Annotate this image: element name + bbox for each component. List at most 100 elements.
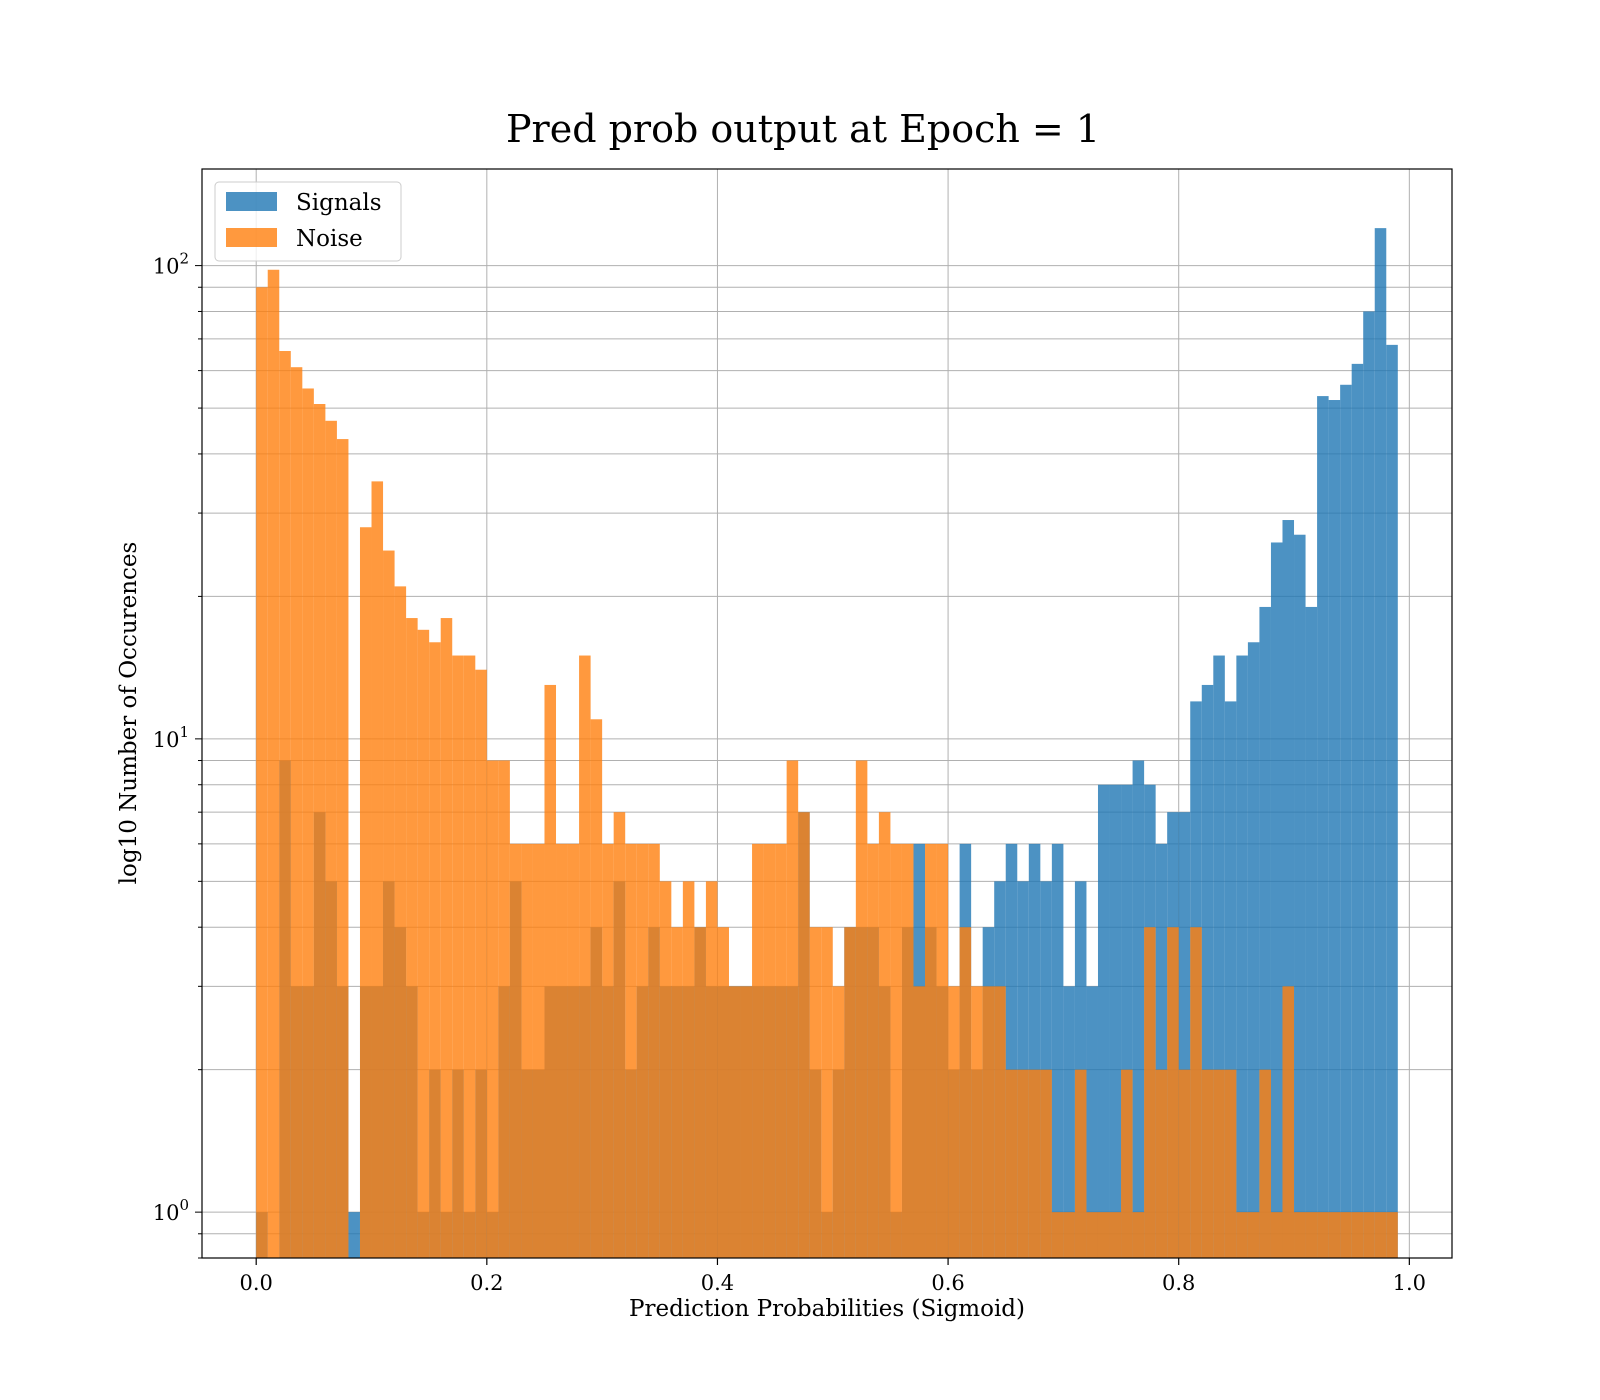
noise-bar	[1213, 1069, 1225, 1258]
noise-bar	[994, 986, 1006, 1258]
noise-bar	[383, 550, 395, 1258]
y-tick-label: 100	[153, 1196, 189, 1225]
noise-bar	[1017, 1069, 1029, 1258]
noise-bar	[1005, 1069, 1018, 1258]
x-tick-label: 1.0	[1393, 1271, 1426, 1295]
signals-bar	[1236, 655, 1248, 1258]
noise-bar	[440, 618, 453, 1258]
noise-bar	[1386, 1212, 1398, 1258]
noise-bar	[1167, 927, 1179, 1258]
noise-bar	[1132, 1212, 1145, 1258]
signals-bar	[1340, 384, 1352, 1259]
noise-bar	[1040, 1069, 1052, 1258]
noise-bar	[429, 642, 441, 1258]
noise-bar	[579, 655, 591, 1258]
noise-bar	[1121, 1069, 1133, 1258]
noise-bar	[486, 760, 499, 1258]
noise-bar	[971, 986, 983, 1258]
x-tick-label: 0.2	[470, 1271, 503, 1295]
noise-bar	[809, 927, 822, 1258]
noise-bar	[279, 351, 291, 1258]
x-axis-label: Prediction Probabilities (Sigmoid)	[629, 1296, 1025, 1322]
noise-bar	[682, 881, 695, 1258]
noise-bar	[844, 927, 856, 1258]
noise-bar	[1074, 1069, 1087, 1258]
signals-bar	[1051, 843, 1064, 1258]
legend-label-signals: Signals	[296, 190, 382, 216]
x-tick-label: 0.8	[1162, 1271, 1195, 1295]
x-tick-label: 0.4	[701, 1271, 734, 1295]
noise-bar	[1270, 1212, 1283, 1258]
signals-bar	[1028, 843, 1041, 1258]
legend: Signals Noise	[214, 181, 402, 262]
noise-bar	[267, 269, 280, 1259]
noise-bar	[509, 843, 522, 1258]
signals-bar	[1005, 843, 1018, 1258]
noise-bar	[1051, 1212, 1064, 1258]
noise-bar	[671, 927, 683, 1258]
noise-bar	[1155, 1069, 1168, 1258]
signals-bar	[348, 1212, 360, 1258]
noise-bar	[1259, 1069, 1271, 1258]
noise-bar	[1351, 1212, 1364, 1258]
noise-bar	[694, 927, 706, 1258]
signals-bar	[1374, 228, 1387, 1259]
noise-bar	[613, 812, 626, 1258]
noise-bar	[1374, 1212, 1387, 1258]
signals-bar	[1259, 606, 1271, 1258]
signals-bar	[1121, 784, 1133, 1258]
y-axis-label: log10 Number of Occurences	[116, 542, 142, 885]
noise-bar	[798, 812, 810, 1258]
signals-bar	[1063, 986, 1075, 1258]
noise-bar	[1224, 1069, 1237, 1258]
noise-bar	[452, 655, 464, 1258]
signals-bar	[1109, 784, 1122, 1258]
noise-bar	[648, 843, 660, 1258]
signals-bar	[1097, 784, 1110, 1258]
signals-bar	[1270, 542, 1283, 1258]
noise-bar	[567, 843, 580, 1258]
signals-bar	[1247, 642, 1260, 1258]
x-tick-label: 0.6	[931, 1271, 964, 1295]
x-tick-label: 0.0	[239, 1271, 272, 1295]
noise-bar	[1340, 1212, 1352, 1258]
noise-bar	[417, 629, 430, 1258]
noise-bar	[890, 843, 902, 1258]
noise-bar	[302, 388, 314, 1258]
signals-bar	[1213, 655, 1225, 1258]
noise-bar	[1190, 927, 1202, 1258]
noise-bar	[1144, 927, 1156, 1258]
noise-bar	[786, 760, 799, 1258]
noise-bar	[1201, 1069, 1214, 1258]
noise-bar	[544, 684, 557, 1258]
signals-bar	[1317, 396, 1329, 1258]
noise-bar	[359, 527, 372, 1258]
signals-bar	[1363, 311, 1375, 1258]
noise-bar	[740, 986, 753, 1258]
noise-bar	[521, 843, 533, 1258]
signals-bar	[1155, 843, 1168, 1258]
noise-bar	[1363, 1212, 1375, 1258]
noise-bar	[636, 843, 649, 1258]
noise-bar	[659, 881, 672, 1258]
bars	[256, 228, 1398, 1259]
noise-bar	[948, 986, 960, 1258]
noise-bar	[752, 843, 764, 1258]
signals-bar	[1328, 400, 1341, 1258]
noise-bar	[256, 287, 268, 1258]
noise-bar	[925, 843, 937, 1258]
noise-bar	[913, 986, 926, 1258]
noise-bar	[1178, 1069, 1191, 1258]
noise-bar	[867, 843, 879, 1258]
signals-bar	[1351, 363, 1364, 1258]
noise-bar	[1109, 1212, 1122, 1258]
signals-bar	[1294, 534, 1306, 1258]
signals-bar	[1132, 760, 1145, 1258]
noise-bar	[775, 843, 787, 1258]
noise-bar	[1097, 1212, 1110, 1258]
noise-bar	[901, 843, 914, 1258]
noise-bar	[394, 586, 407, 1258]
noise-bar	[336, 439, 349, 1258]
x-axis-ticks: 0.0 0.2 0.4 0.6 0.8 1.0	[239, 1258, 1426, 1295]
